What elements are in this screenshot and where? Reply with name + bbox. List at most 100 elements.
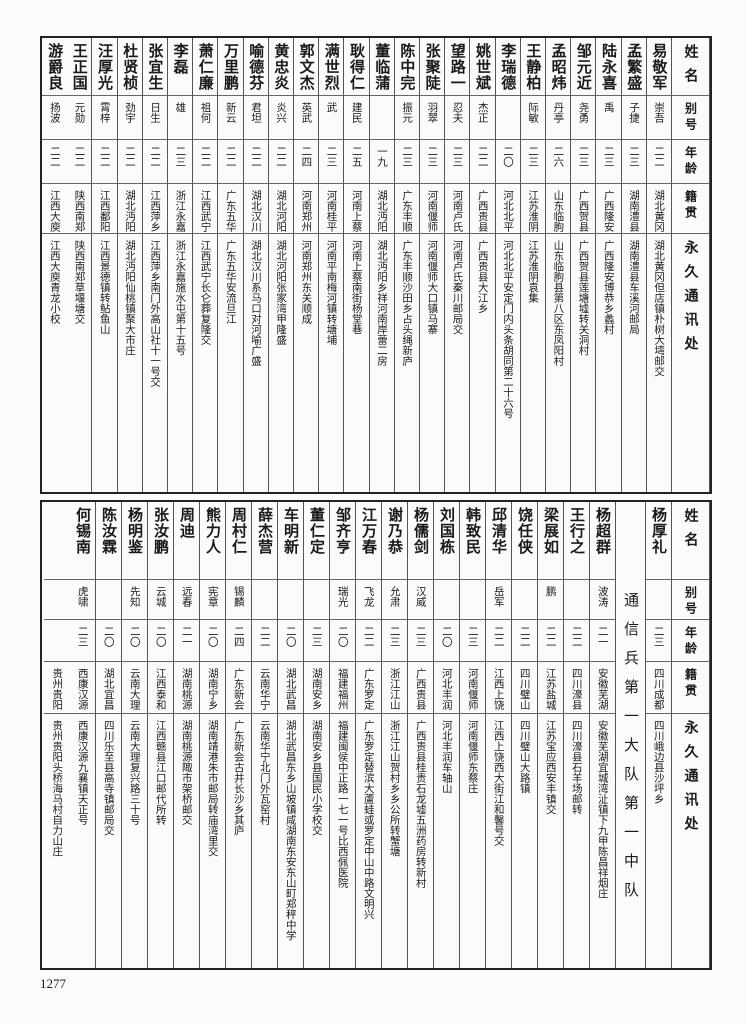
member-age-cell: 二〇 [148,620,173,662]
member-name: 汪厚光 [95,43,114,91]
member-alias-cell: 先知 [122,580,147,620]
member-name: 江万春 [360,507,378,555]
member-address: 江苏宝应西安丰镇交 [544,720,557,815]
member-address: 广西贺县莲塘墟转关洞村 [577,240,590,356]
member-address: 河南偃师大口镇马寨 [426,240,439,335]
member-age-cell: 二二 [356,620,381,662]
member-alias-cell [96,580,121,620]
member-name-cell: 张宜生 [142,38,167,96]
member-address: 江西萍乡南门外高山社十一号交 [149,240,162,387]
member-age-cell: 二二 [92,140,117,184]
member-address-cell: 四川璧山大路镇 [512,714,537,972]
member-name-cell: 孟昭炜 [546,38,571,96]
member-name: 邱清华 [490,507,508,555]
member-origin-cell: 广东丰顺 [394,184,419,234]
member-origin-cell: 福建福州 [330,662,355,714]
member-address-cell: 湖南澧县车溪河邮局 [622,234,646,496]
member-name-cell: 望路一 [445,38,470,96]
member-age: 二〇 [336,626,349,647]
member-age-cell: 二二 [142,140,167,184]
member-name: 何锡南 [74,507,92,555]
member-address: 江西大庾青龙小校 [48,240,61,324]
member-alias: 岳军 [492,586,505,607]
member-address: 湖北沔阳仙桃镇聚大市庄 [123,240,136,356]
member-alias: 扬波 [48,102,61,123]
roster-row: 李磊雄二三 浙江永嘉 浙江永嘉施水屯第十五号 [168,38,194,492]
member-address-cell: 江西赣县江口邮代所转 [148,714,173,972]
member-address: 浙江江山贺村乡乡公所转蟹塘 [388,720,401,857]
member-age-cell: 二〇 [495,140,520,184]
roster-row: 游爵良 扬波 二二 江西大庾 江西大庾青龙小校 [42,38,68,492]
member-address-cell: 河北丰润车轴山 [434,714,459,972]
member-age: 二三 [325,146,338,167]
member-age: 二一 [596,626,609,647]
member-age-cell: 二〇 [122,620,147,662]
member-name-cell: 邹元近 [571,38,596,96]
roster-row: 王行之 二二 四川濠县 四川濠县石羊场邮转 [564,502,590,968]
member-origin-cell: 浙江永嘉 [168,184,193,234]
member-address: 湖北武昌东乡山坡镇咸湖南东安东山町郑秤中学 [284,720,297,941]
member-origin-cell: 河南上蔡 [344,184,369,234]
member-age-cell: 二〇 [278,620,303,662]
member-alias-cell [252,580,277,620]
member-age-cell: 二二 [470,140,495,184]
member-address-cell: 四川乐至县高寺镇邮局交 [96,714,121,972]
member-name-cell: 萧仁廉 [193,38,218,96]
member-name: 王正国 [70,43,89,91]
member-origin-cell: 广西隆安 [596,184,621,234]
member-name-cell: 满世烈 [319,38,344,96]
member-alias: 雄 [174,102,187,113]
member-origin-cell: 河南偃师 [420,184,445,234]
member-origin-cell: 湖北黄冈 [646,184,671,234]
member-age: 二二 [476,146,489,167]
member-name-cell: 王静柏 [520,38,545,96]
member-address: 浙江永嘉施水屯第十五号 [174,240,187,356]
member-name-cell: 邹齐亨 [330,502,355,580]
member-age-cell: 二二 [42,140,68,184]
member-origin: 湖北黄冈 [653,190,666,232]
member-age-cell: 二二 [268,140,293,184]
member-name-cell [44,502,70,580]
header-name: 姓名 [682,508,699,556]
header-alias: 别号 [683,102,698,134]
member-alias: 新云 [224,102,237,123]
header-address: 永久通讯处 [682,240,699,360]
member-alias: 波涛 [596,586,609,607]
member-alias-cell: 尧勇 [571,96,596,140]
member-alias-cell: 波涛 [590,580,615,620]
member-name: 耿得仁 [347,43,366,91]
member-origin: 四川成都 [652,668,665,710]
roster-row: 万里鹏 新云 二二 广东五华 广东五华安流旦江 [218,38,244,492]
member-age: 二二 [518,626,531,647]
member-alias: 君坦 [249,102,262,123]
member-alias-cell: 祖何 [193,96,218,140]
member-origin: 四川璧山 [518,668,531,710]
member-alias: 劲宇 [123,102,136,123]
member-origin: 广东丰顺 [401,190,414,232]
member-age-cell: 二三 [571,140,596,184]
member-alias-cell: 子捷 [621,96,646,140]
roster-row: 李瑞德 二〇 河北北平 河北北平安定门内头条胡同第二十六号 [495,38,521,492]
member-address-cell: 湖北沔阳仙桃镇聚大市庄 [118,234,142,496]
member-origin-cell: 云南华宁 [252,662,277,714]
member-alias: 云城 [154,586,167,607]
member-name: 杨超群 [594,507,612,555]
member-address-cell: 江西大庾青龙小校 [42,234,67,496]
member-alias-cell: 瑞光 [330,580,355,620]
member-address: 广东罗定替滨大蘆蛙或罗定中山中路文明兴 [362,720,375,920]
member-address-cell: 广东新会古井长沙乡其庐 [226,714,251,972]
member-age: 二三 [401,146,414,167]
member-name: 董仁定 [308,507,326,555]
member-origin: 河北丰润 [440,668,453,710]
member-origin-cell: 江西大庾 [42,184,68,234]
header-origin: 籍贯 [683,668,698,700]
member-name: 满世烈 [322,43,341,91]
member-origin: 湖北宜昌 [102,668,115,710]
member-name-cell: 董仁定 [304,502,329,580]
member-alias: 武 [325,102,338,113]
member-alias: 炎兴 [275,102,288,123]
member-address-cell: 四川濠县石羊场邮转 [564,714,589,972]
header-address-cell: 永久通讯处 [672,234,709,496]
member-origin: 河南偃师 [426,190,439,232]
member-age: 二二 [653,146,666,167]
